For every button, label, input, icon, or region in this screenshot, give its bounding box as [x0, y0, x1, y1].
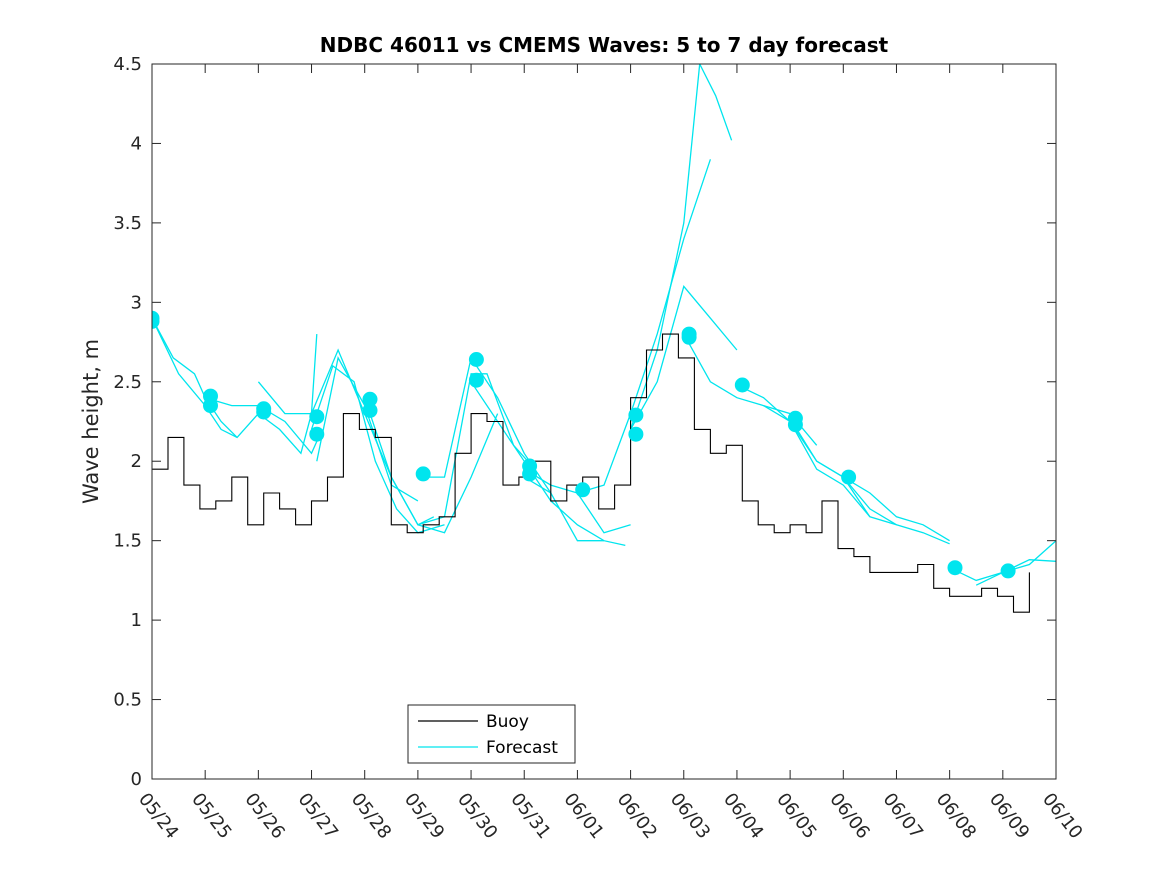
forecast-marker-14 [522, 466, 538, 482]
forecast-line-21 [842, 476, 950, 542]
forecast-line-3 [258, 334, 318, 455]
forecast-marker-15 [575, 482, 591, 498]
forecast-line-20 [789, 417, 950, 545]
y-tick-label-1: 0.5 [113, 690, 142, 711]
forecast-line-4 [257, 381, 312, 415]
legend: Buoy Forecast [407, 704, 576, 764]
forecast-line-15 [629, 64, 733, 430]
forecast-marker-12 [468, 372, 484, 388]
y-axis-label: Wave height, m [79, 339, 103, 504]
forecast-line-23 [975, 559, 1056, 586]
y-tick-label-3: 1.5 [113, 531, 142, 552]
forecast-line-0 [152, 317, 259, 439]
y-tick-label-8: 4 [131, 133, 142, 154]
y-tick-label-0: 0 [131, 769, 142, 790]
forecast-line-2 [205, 397, 323, 455]
forecast-marker-7 [309, 426, 325, 442]
forecast-marker-6 [309, 409, 325, 425]
forecast-marker-17 [628, 426, 644, 442]
axes-box [151, 63, 1057, 780]
forecast-marker-25 [1000, 563, 1016, 579]
forecast-line-1 [152, 317, 238, 438]
legend-buoy-label: Buoy [486, 712, 529, 732]
forecast-marker-23 [841, 469, 857, 485]
y-tick-label-2: 1 [131, 610, 142, 631]
forecast-line-13 [523, 476, 604, 542]
forecast-line-8 [364, 397, 499, 534]
forecast-line-16 [630, 285, 738, 430]
chart-title: NDBC 46011 vs CMEMS Waves: 5 to 7 day fo… [320, 33, 889, 57]
series-layer [152, 64, 1056, 613]
y-tick-label-9: 4.5 [113, 54, 142, 75]
forecast-marker-1 [152, 313, 160, 329]
buoy-line [152, 333, 1030, 613]
y-tick-label-7: 3.5 [113, 213, 142, 234]
forecast-line-14 [577, 159, 712, 494]
forecast-marker-24 [947, 560, 963, 576]
forecast-marker-11 [468, 352, 484, 367]
legend-box [407, 704, 576, 764]
legend-forecast-label: Forecast [486, 738, 558, 758]
y-tick-label-4: 2 [131, 451, 142, 472]
y-tick-label-6: 3 [131, 292, 142, 313]
forecast-line-19 [763, 405, 897, 526]
plot-area [152, 64, 1056, 779]
forecast-marker-19 [681, 329, 697, 345]
y-tick-label-5: 2.5 [113, 372, 142, 393]
forecast-marker-9 [362, 402, 378, 418]
forecast-marker-16 [628, 407, 644, 423]
forecast-marker-20 [734, 377, 750, 393]
forecast-marker-22 [787, 417, 803, 433]
forecast-marker-10 [415, 466, 431, 482]
forecast-marker-5 [256, 404, 272, 420]
forecast-marker-3 [203, 398, 218, 414]
